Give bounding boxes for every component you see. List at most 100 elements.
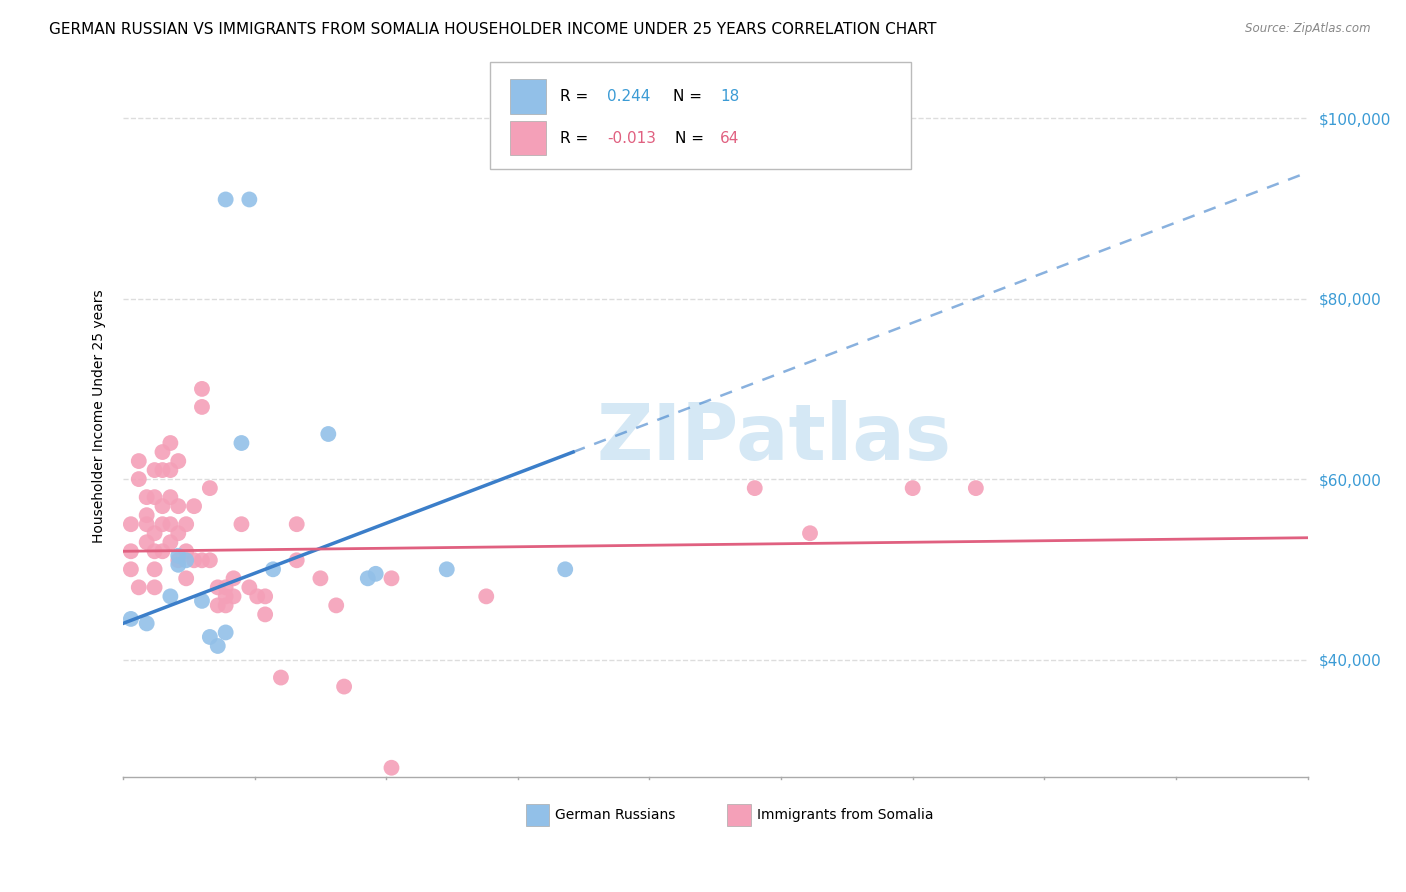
Point <box>309 571 332 585</box>
Point <box>285 517 308 532</box>
Point <box>198 481 221 495</box>
Text: German Russians: German Russians <box>555 808 676 822</box>
Point <box>207 599 229 613</box>
Point <box>159 517 181 532</box>
FancyBboxPatch shape <box>727 805 751 826</box>
Point <box>159 535 181 549</box>
Point <box>120 612 142 626</box>
Point <box>167 454 190 468</box>
Point <box>965 481 987 495</box>
Point <box>167 558 190 572</box>
Text: GERMAN RUSSIAN VS IMMIGRANTS FROM SOMALIA HOUSEHOLDER INCOME UNDER 25 YEARS CORR: GERMAN RUSSIAN VS IMMIGRANTS FROM SOMALI… <box>49 22 936 37</box>
Text: 18: 18 <box>720 89 740 103</box>
Point <box>238 580 260 594</box>
Point <box>285 553 308 567</box>
Point <box>238 193 260 207</box>
Point <box>799 526 821 541</box>
Point <box>159 436 181 450</box>
Point <box>231 517 253 532</box>
Point <box>318 427 340 442</box>
Point <box>475 590 498 604</box>
Point <box>214 580 236 594</box>
Point <box>128 454 150 468</box>
FancyBboxPatch shape <box>491 62 911 169</box>
Point <box>152 445 174 459</box>
Point <box>174 571 197 585</box>
Point <box>152 463 174 477</box>
Point <box>191 382 214 396</box>
Point <box>222 590 245 604</box>
Point <box>357 571 380 585</box>
Point <box>128 472 150 486</box>
Point <box>214 590 236 604</box>
Point <box>380 761 402 775</box>
Point <box>214 599 236 613</box>
Point <box>159 490 181 504</box>
Point <box>152 517 174 532</box>
Point <box>143 526 166 541</box>
FancyBboxPatch shape <box>510 79 546 113</box>
Text: ZIPatlas: ZIPatlas <box>598 400 952 475</box>
Point <box>744 481 766 495</box>
Point <box>183 499 205 513</box>
Point <box>143 544 166 558</box>
Point <box>143 562 166 576</box>
Point <box>167 526 190 541</box>
Point <box>167 549 190 563</box>
Point <box>120 544 142 558</box>
Point <box>143 580 166 594</box>
Point <box>167 499 190 513</box>
Text: N =: N = <box>672 89 702 103</box>
Point <box>262 562 284 576</box>
Point <box>191 553 214 567</box>
Point <box>198 553 221 567</box>
Point <box>231 436 253 450</box>
Point <box>254 607 277 622</box>
Point <box>174 544 197 558</box>
Point <box>159 590 181 604</box>
Point <box>174 517 197 532</box>
Point <box>270 671 292 685</box>
Text: Immigrants from Somalia: Immigrants from Somalia <box>756 808 934 822</box>
Text: R =: R = <box>560 130 588 145</box>
Text: 64: 64 <box>720 130 740 145</box>
Point <box>436 562 458 576</box>
Point <box>120 562 142 576</box>
Point <box>135 535 157 549</box>
Point <box>214 625 236 640</box>
Point <box>152 499 174 513</box>
Point <box>135 508 157 523</box>
Point <box>364 566 387 581</box>
Point <box>159 463 181 477</box>
Point <box>901 481 924 495</box>
Point <box>128 580 150 594</box>
Point <box>207 639 229 653</box>
Text: R =: R = <box>560 89 588 103</box>
Point <box>143 490 166 504</box>
Point <box>191 594 214 608</box>
Point <box>120 517 142 532</box>
Point <box>183 553 205 567</box>
Point <box>152 544 174 558</box>
Text: 0.244: 0.244 <box>607 89 651 103</box>
Point <box>214 193 236 207</box>
Point <box>135 490 157 504</box>
Point <box>554 562 576 576</box>
Point <box>246 590 269 604</box>
Text: Source: ZipAtlas.com: Source: ZipAtlas.com <box>1246 22 1371 36</box>
Point <box>191 400 214 414</box>
Point <box>380 571 402 585</box>
Point <box>198 630 221 644</box>
Text: N =: N = <box>675 130 704 145</box>
Point <box>143 463 166 477</box>
Point <box>135 517 157 532</box>
Point <box>135 616 157 631</box>
Y-axis label: Householder Income Under 25 years: Householder Income Under 25 years <box>93 289 107 542</box>
Point <box>333 680 356 694</box>
Text: -0.013: -0.013 <box>607 130 657 145</box>
Point <box>254 590 277 604</box>
Point <box>174 553 197 567</box>
Point <box>167 553 190 567</box>
Point <box>222 571 245 585</box>
FancyBboxPatch shape <box>526 805 550 826</box>
